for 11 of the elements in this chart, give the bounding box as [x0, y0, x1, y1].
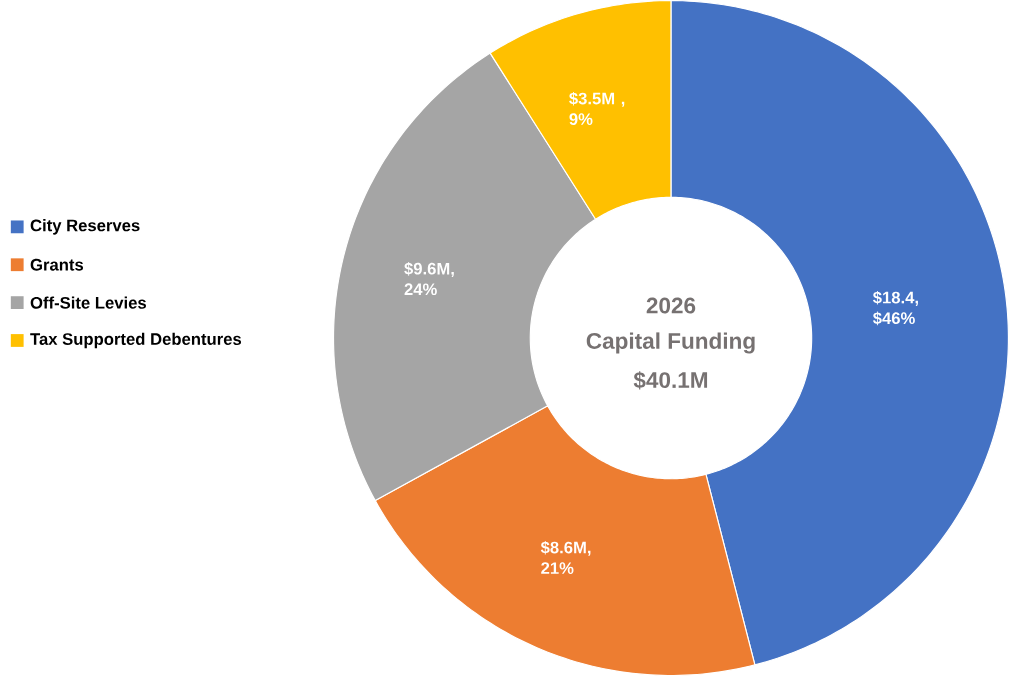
- data-label: $3.5M , 9%: [569, 91, 625, 125]
- text: 2026: [646, 297, 696, 314]
- data-label: $9.6M, 24%: [404, 261, 454, 295]
- legend-label: City Reserves: [30, 218, 140, 235]
- legend-label: Grants: [30, 258, 84, 271]
- text: $40.1M: [633, 370, 708, 390]
- legend-label: Tax Supported Debentures: [30, 332, 242, 349]
- text: Capital Funding: [586, 332, 755, 354]
- data-label: $8.6M, 21%: [540, 540, 591, 574]
- legend-label: Off-Site Levies: [30, 296, 146, 309]
- data-label: $18.4, $46%: [872, 290, 918, 325]
